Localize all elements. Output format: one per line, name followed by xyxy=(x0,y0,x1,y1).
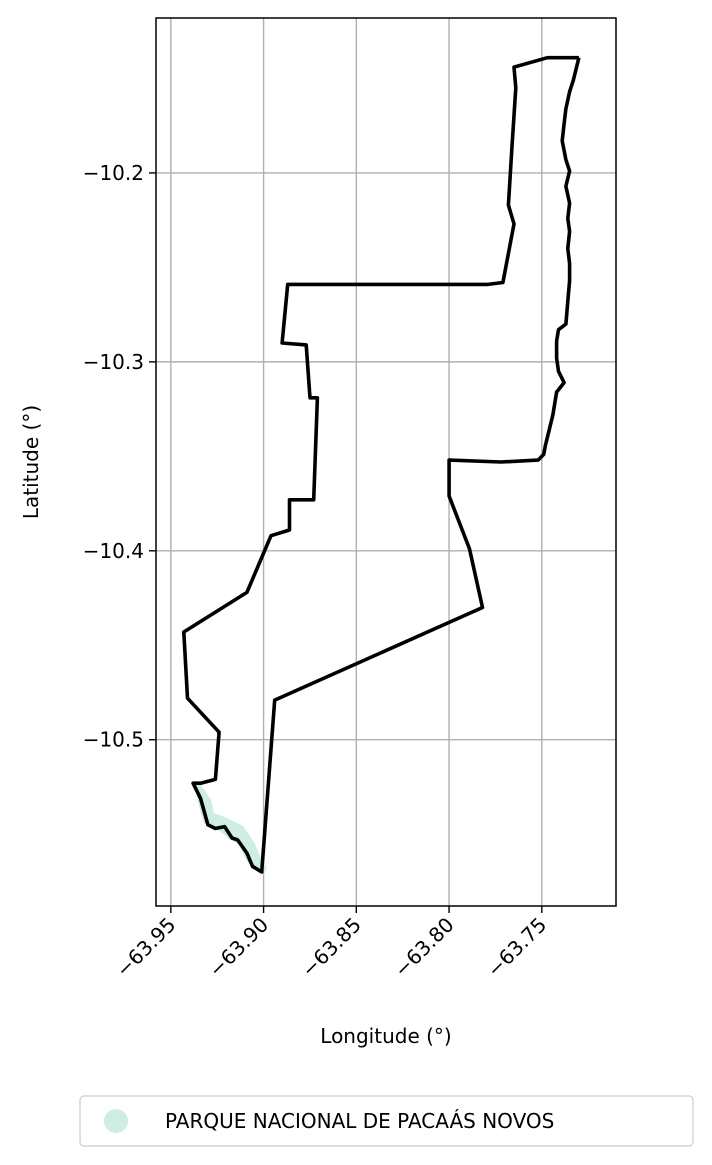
x-tick-label-0: −63.95 xyxy=(111,913,180,982)
x-axis-ticks: −63.95 −63.90 −63.85 −63.80 −63.75 xyxy=(111,906,551,982)
park-area xyxy=(195,784,267,872)
grid-lines xyxy=(156,18,616,906)
legend-label-park: PARQUE NACIONAL DE PACAÁS NOVOS xyxy=(165,1109,554,1133)
x-tick-label-2: −63.85 xyxy=(297,913,366,982)
y-tick-label-0: −10.2 xyxy=(83,161,144,185)
x-axis-label: Longitude (°) xyxy=(320,1024,451,1048)
plot-frame xyxy=(155,17,617,907)
y-tick-label-2: −10.4 xyxy=(83,539,144,563)
park-fill-layer xyxy=(195,784,267,872)
legend: PARQUE NACIONAL DE PACAÁS NOVOS xyxy=(79,1095,694,1147)
boundary-layer xyxy=(182,55,581,874)
park-boundary xyxy=(182,55,581,874)
x-tick-label-4: −63.75 xyxy=(482,913,551,982)
y-axis-label: Latitude (°) xyxy=(19,405,43,519)
y-tick-label-3: −10.5 xyxy=(83,728,144,752)
y-tick-label-1: −10.3 xyxy=(83,350,144,374)
legend-box xyxy=(79,1095,694,1147)
x-tick-label-1: −63.90 xyxy=(204,913,273,982)
x-tick-label-3: −63.80 xyxy=(389,913,458,982)
legend-marker-park xyxy=(104,1109,128,1133)
y-axis-ticks: −10.2 −10.3 −10.4 −10.5 xyxy=(83,161,156,752)
